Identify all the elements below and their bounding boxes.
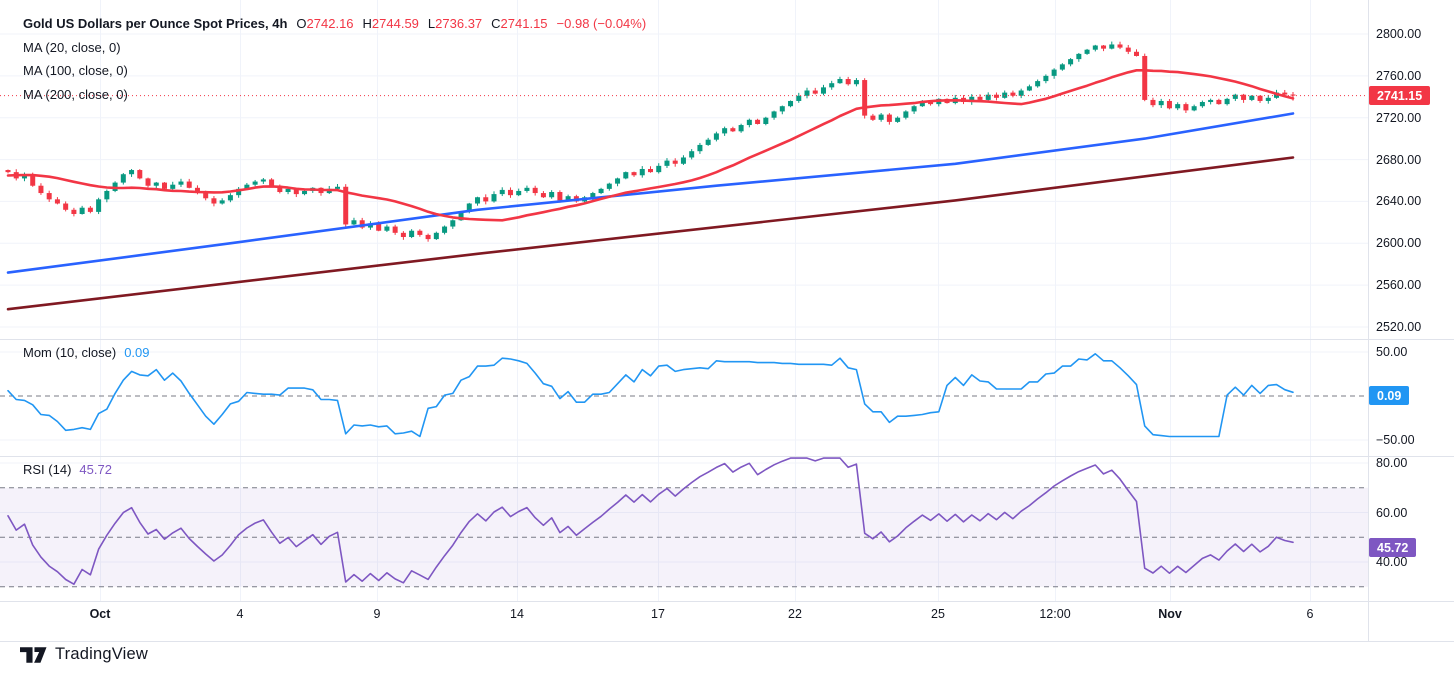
rsi-value: 45.72 — [79, 462, 112, 477]
time-tick-label[interactable]: 14 — [510, 607, 524, 621]
axis-tick-label: 2680.00 — [1376, 152, 1422, 167]
rsi-legend-row[interactable]: RSI (14) 45.72 — [23, 462, 112, 477]
axis-tick-label: 60.00 — [1376, 505, 1408, 520]
change-value: −0.98 (−0.04%) — [556, 16, 647, 32]
tradingview-logo[interactable]: TradingView — [20, 645, 148, 664]
tradingview-logo-text: TradingView — [55, 645, 148, 663]
time-tick-label[interactable]: Oct — [90, 607, 112, 621]
axis-tick-label: 2800.00 — [1376, 27, 1422, 41]
momentum-value: 0.09 — [124, 345, 150, 360]
axis-tick-label: 80.00 — [1376, 456, 1408, 470]
time-tick-label[interactable]: 4 — [237, 607, 244, 621]
open-value: 2742.16 — [306, 16, 354, 32]
tradingview-logo-icon — [20, 646, 47, 663]
rsi-line — [7, 457, 1294, 586]
ma200-legend-row[interactable]: MA (200, close, 0) — [23, 83, 646, 107]
time-tick-label[interactable]: 22 — [788, 607, 802, 621]
symbol-legend-row[interactable]: Gold US Dollars per Ounce Spot Prices, 4… — [23, 12, 646, 36]
time-tick-label[interactable]: 6 — [1307, 607, 1314, 621]
ma20-legend-row[interactable]: MA (20, close, 0) — [23, 36, 646, 60]
ma200-label: MA (200, close, 0) — [23, 87, 128, 103]
ma100-legend-row[interactable]: MA (100, close, 0) — [23, 59, 646, 83]
axis-tick-label: 50.00 — [1376, 345, 1408, 359]
time-tick-label[interactable]: 17 — [651, 607, 665, 621]
momentum-line — [7, 352, 1294, 438]
ma100-label: MA (100, close, 0) — [23, 63, 128, 79]
rsi-value-badge: 45.72 — [1369, 537, 1417, 558]
symbol-title: Gold US Dollars per Ounce Spot Prices, 4… — [23, 16, 288, 32]
last-price-badge: 2741.15 — [1369, 85, 1431, 106]
ma20-line — [6, 69, 1295, 222]
axis-tick-label: 2760.00 — [1376, 68, 1422, 83]
ohlc-values: O 2742.16 H 2744.59 L 2736.37 C 2741.15 −0.9… — [296, 16, 647, 32]
axis-tick-label: 2640.00 — [1376, 194, 1422, 209]
ma20-label: MA (20, close, 0) — [23, 39, 121, 55]
momentum-value-badge: 0.09 — [1369, 385, 1410, 406]
time-tick-label[interactable]: 9 — [374, 607, 381, 621]
ma200-line — [6, 156, 1295, 311]
axis-tick-label: 2520.00 — [1376, 320, 1422, 334]
panel-separators — [0, 0, 1454, 642]
rsi-label: RSI (14) — [23, 462, 72, 477]
axis-tick-label: −50.00 — [1376, 433, 1415, 447]
main-chart-legend: Gold US Dollars per Ounce Spot Prices, 4… — [23, 12, 646, 106]
axis-tick-label: 40.00 — [1376, 555, 1408, 569]
time-tick-label[interactable]: 25 — [931, 607, 945, 621]
axis-tick-label: 2720.00 — [1376, 110, 1422, 125]
axis-tick-label: 2600.00 — [1376, 236, 1422, 251]
momentum-legend-row[interactable]: Mom (10, close) 0.09 — [23, 345, 150, 360]
ma100-line — [6, 112, 1295, 274]
close-value: 2741.15 — [500, 16, 548, 32]
axis-tick-label: 2560.00 — [1376, 278, 1422, 293]
high-value: 2744.59 — [371, 16, 419, 32]
low-value: 2736.37 — [435, 16, 483, 32]
momentum-label: Mom (10, close) — [23, 345, 117, 360]
time-axis[interactable] — [0, 602, 1368, 641]
time-tick-label[interactable]: 12:00 — [1039, 607, 1070, 621]
time-axis-labels: Oct 4 9 14 17 22 25 12:00 Nov 6 — [90, 607, 1314, 621]
time-tick-label[interactable]: Nov — [1158, 607, 1182, 621]
price-axis[interactable]: 2800.00 2760.00 2720.00 2680.00 2640.00 2600.… — [1369, 0, 1454, 641]
